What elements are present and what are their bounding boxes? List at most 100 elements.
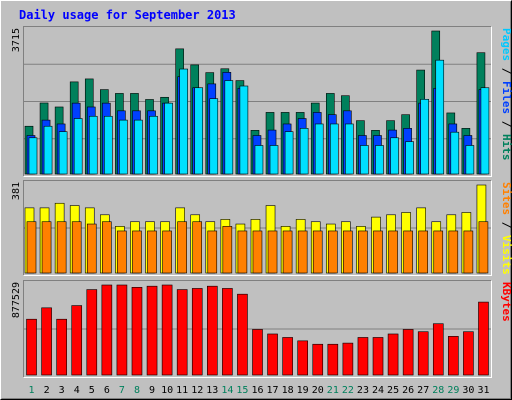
- bar-sites-day-11: [177, 221, 187, 274]
- bar-pages-day-13: [209, 98, 219, 175]
- x-tick-label-6: 6: [104, 385, 110, 396]
- bar-kbytes-day-8: [131, 287, 143, 376]
- bar-pages-day-20: [314, 123, 324, 175]
- bar-pages-day-17: [269, 145, 279, 175]
- panel3-ymax-label: 877529: [11, 282, 22, 318]
- bar-pages-day-22: [345, 123, 354, 175]
- bar-kbytes-day-27: [417, 331, 429, 376]
- bar-sites-day-31: [478, 221, 489, 274]
- x-tick-label-14: 14: [221, 385, 233, 396]
- bar-kbytes-day-21: [327, 343, 339, 376]
- bar-kbytes-day-20: [312, 343, 324, 376]
- x-tick-label-28: 28: [432, 385, 444, 396]
- bar-sites-day-7: [117, 230, 127, 274]
- x-tick-label-21: 21: [327, 385, 339, 396]
- bar-pages-day-15: [239, 85, 249, 175]
- bar-sites-day-1: [26, 221, 37, 274]
- bar-kbytes-day-1: [26, 318, 37, 376]
- bar-kbytes-day-10: [161, 284, 173, 376]
- x-tick-label-11: 11: [176, 385, 188, 396]
- bar-kbytes-day-22: [342, 342, 354, 376]
- bar-sites-day-12: [192, 221, 203, 274]
- x-tick-label-5: 5: [89, 385, 95, 396]
- bar-kbytes-day-5: [86, 289, 98, 376]
- bar-kbytes-day-31: [478, 301, 489, 376]
- bar-kbytes-day-4: [71, 305, 83, 376]
- bar-pages-day-2: [43, 125, 53, 175]
- bar-pages-day-1: [28, 137, 38, 175]
- bar-kbytes-day-30: [463, 331, 474, 376]
- bar-sites-day-6: [102, 221, 112, 274]
- bar-pages-day-29: [450, 131, 460, 175]
- bar-pages-day-5: [88, 115, 98, 175]
- bar-pages-day-19: [299, 128, 309, 175]
- panel-bevel-dark: [23, 280, 492, 378]
- bar-pages-day-30: [465, 145, 475, 175]
- panel2-legend: Sites / Visits: [500, 182, 512, 275]
- bar-pages-day-26: [405, 141, 414, 175]
- bar-kbytes-day-6: [101, 284, 113, 376]
- bar-kbytes-day-25: [387, 333, 399, 376]
- bar-sites-day-5: [86, 223, 97, 274]
- bar-kbytes-day-2: [41, 307, 52, 376]
- bar-sites-day-22: [343, 230, 353, 274]
- x-tick-label-9: 9: [149, 385, 155, 396]
- bar-kbytes-day-14: [222, 288, 233, 376]
- x-tick-label-13: 13: [206, 385, 218, 396]
- bar-pages-day-8: [134, 119, 143, 175]
- x-tick-label-29: 29: [447, 385, 459, 396]
- panel-kbytes: [23, 280, 492, 378]
- bar-kbytes-day-11: [176, 289, 188, 376]
- bar-sites-day-9: [147, 230, 157, 274]
- panel-sites-visits: [23, 180, 492, 276]
- bar-pages-day-21: [329, 123, 339, 175]
- bar-kbytes-day-15: [237, 293, 248, 376]
- x-tick-label-15: 15: [236, 385, 248, 396]
- bar-pages-day-10: [164, 102, 173, 175]
- x-tick-label-16: 16: [251, 385, 263, 396]
- bar-kbytes-day-3: [56, 318, 67, 376]
- panel-bevel-dark: [23, 180, 492, 276]
- bar-sites-day-4: [71, 221, 82, 274]
- x-tick-label-18: 18: [282, 385, 294, 396]
- bar-sites-day-18: [282, 230, 293, 274]
- bar-pages-day-3: [58, 131, 68, 175]
- panel-bevel-dark: [23, 26, 492, 177]
- panel3-legend: KBytes: [500, 282, 512, 322]
- bar-sites-day-17: [267, 230, 278, 274]
- x-tick-label-4: 4: [74, 385, 80, 396]
- bar-pages-day-28: [435, 59, 445, 175]
- bar-pages-day-14: [224, 80, 234, 175]
- bar-sites-day-30: [463, 230, 474, 274]
- x-tick-label-7: 7: [119, 385, 125, 396]
- bar-kbytes-day-9: [146, 285, 158, 376]
- panel1-ymax-label: 3715: [11, 28, 22, 52]
- panel-bevel-light: [23, 26, 492, 177]
- bar-kbytes-day-13: [207, 285, 218, 376]
- bar-sites-day-2: [41, 221, 52, 274]
- x-tick-label-19: 19: [297, 385, 309, 396]
- bar-kbytes-day-7: [116, 284, 128, 376]
- x-tick-label-22: 22: [342, 385, 354, 396]
- bar-sites-day-27: [418, 230, 428, 274]
- bar-sites-day-15: [237, 230, 248, 274]
- bar-sites-day-3: [56, 221, 67, 274]
- bar-pages-day-23: [360, 145, 369, 175]
- x-tick-label-25: 25: [387, 385, 399, 396]
- bar-sites-day-24: [373, 230, 383, 274]
- bar-sites-day-10: [162, 230, 172, 274]
- bar-sites-day-21: [327, 230, 338, 274]
- bar-kbytes-day-19: [297, 340, 308, 376]
- bar-pages-day-7: [119, 119, 128, 175]
- bar-pages-day-9: [149, 115, 158, 175]
- x-tick-label-1: 1: [29, 385, 35, 396]
- x-tick-label-26: 26: [402, 385, 414, 396]
- x-tick-label-12: 12: [191, 385, 203, 396]
- x-tick-label-17: 17: [267, 385, 279, 396]
- x-tick-label-23: 23: [357, 385, 369, 396]
- x-tick-label-8: 8: [134, 385, 140, 396]
- bar-sites-day-26: [403, 230, 413, 274]
- bar-pages-day-11: [179, 68, 188, 175]
- bar-sites-day-16: [252, 230, 263, 274]
